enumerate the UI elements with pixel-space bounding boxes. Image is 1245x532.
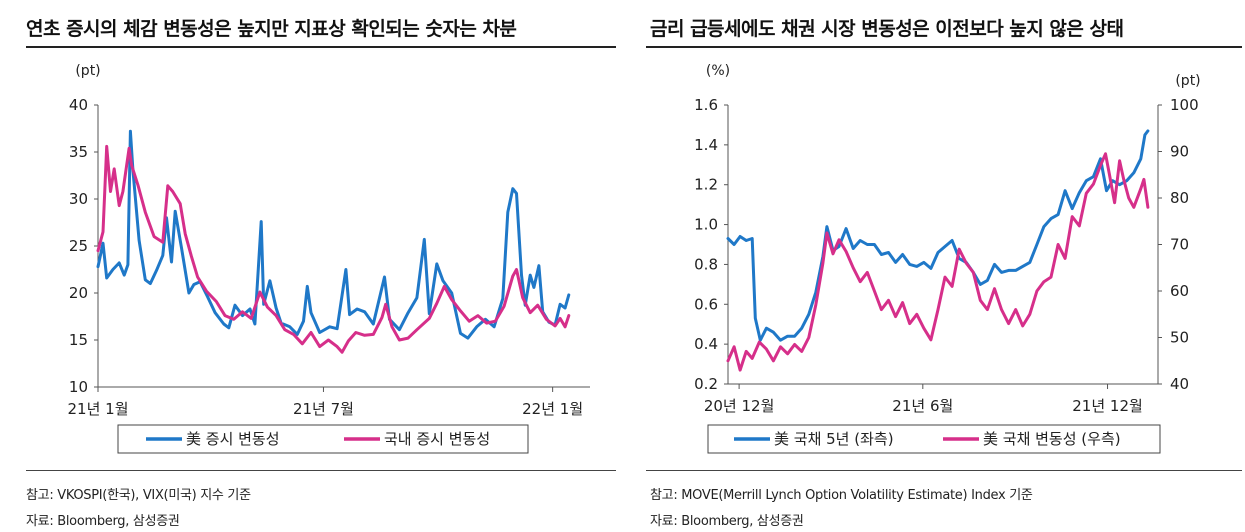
series-line-1 <box>96 129 571 340</box>
y-tick-label-left: 1.4 <box>694 136 718 154</box>
y-axis-unit-right: (pt) <box>1175 73 1200 89</box>
y-tick-label-left: 30 <box>69 190 88 208</box>
series-line-1 <box>726 129 1150 342</box>
y-axis-unit-left: (%) <box>706 63 730 79</box>
y-tick-label-right: 40 <box>1170 375 1189 393</box>
bond-volatility-chart: (%) 0.2 0.4 0.6 0.8 1.0 1.2 1.4 1.6 (pt) 40 50 60 70 8… <box>694 63 1201 454</box>
x-tick-label: 20년 12월 <box>704 397 775 415</box>
y-tick-label-right: 90 <box>1170 143 1189 161</box>
y-tick-label-right: 60 <box>1170 282 1189 300</box>
footnote-divider <box>646 470 1242 471</box>
y-tick-label-right: 100 <box>1170 96 1199 114</box>
legend-label-1: 美 증시 변동성 <box>186 430 280 448</box>
chart-title: 금리 급등세에도 채권 시장 변동성은 이전보다 높지 않은 상태 <box>650 18 1124 40</box>
y-tick-label-left: 20 <box>69 284 88 302</box>
legend-box <box>707 424 1161 454</box>
y-tick-label-left: 0.8 <box>694 255 718 273</box>
footnote-source: 자료: Bloomberg, 삼성증권 <box>26 514 180 529</box>
y-tick-label-left: 35 <box>69 143 88 161</box>
series-line-2 <box>726 152 1150 372</box>
y-axis-unit-left: (pt) <box>75 63 100 79</box>
left-chart-panel: 연초 증시의 체감 변동성은 높지만 지표상 확인되는 숫자는 차분 (pt) 1… <box>0 0 620 532</box>
y-tick-label-left: 40 <box>69 96 88 114</box>
y-tick-label-left: 15 <box>69 331 88 349</box>
x-tick-label: 21년 12월 <box>1072 397 1143 415</box>
footnote-source: 자료: Bloomberg, 삼성증권 <box>650 514 804 529</box>
footnote-divider <box>26 470 616 471</box>
footnote-reference: 참고: VKOSPI(한국), VIX(미국) 지수 기준 <box>26 488 251 503</box>
legend-label-2: 국내 증시 변동성 <box>384 430 490 448</box>
chart-title: 연초 증시의 체감 변동성은 높지만 지표상 확인되는 숫자는 차분 <box>26 18 517 40</box>
x-tick-label: 21년 6월 <box>892 397 953 415</box>
right-chart-panel: 금리 급등세에도 채권 시장 변동성은 이전보다 높지 않은 상태 (%) 0.2… <box>640 0 1245 532</box>
x-tick-label: 21년 7월 <box>293 400 354 418</box>
footnote-reference: 참고: MOVE(Merrill Lynch Option Volatility… <box>650 488 1033 503</box>
title-divider <box>26 46 616 48</box>
y-tick-label-right: 70 <box>1170 236 1189 254</box>
title-divider <box>646 46 1242 48</box>
series-line-2 <box>96 144 571 354</box>
x-tick-label: 21년 1월 <box>68 400 129 418</box>
y-tick-label-right: 50 <box>1170 329 1189 347</box>
stock-volatility-chart: (pt) 10 15 20 25 30 35 40 21년 1월 21년 7월 22년 1월 美 증시… <box>68 63 590 454</box>
y-tick-label-left: 0.4 <box>694 335 718 353</box>
y-tick-label-right: 80 <box>1170 189 1189 207</box>
y-tick-label-left: 0.6 <box>694 295 718 313</box>
legend-label-2: 美 국채 변동성 (우측) <box>983 430 1121 448</box>
y-tick-label-left: 1.6 <box>694 96 718 114</box>
y-tick-label-left: 0.2 <box>694 375 718 393</box>
y-tick-label-left: 1.0 <box>694 216 718 234</box>
y-tick-label-left: 25 <box>69 237 88 255</box>
x-tick-label: 22년 1월 <box>522 400 583 418</box>
y-tick-label-left: 10 <box>69 378 88 396</box>
legend-box <box>117 424 529 454</box>
y-tick-label-left: 1.2 <box>694 176 718 194</box>
legend-label-1: 美 국채 5년 (좌측) <box>774 430 894 448</box>
